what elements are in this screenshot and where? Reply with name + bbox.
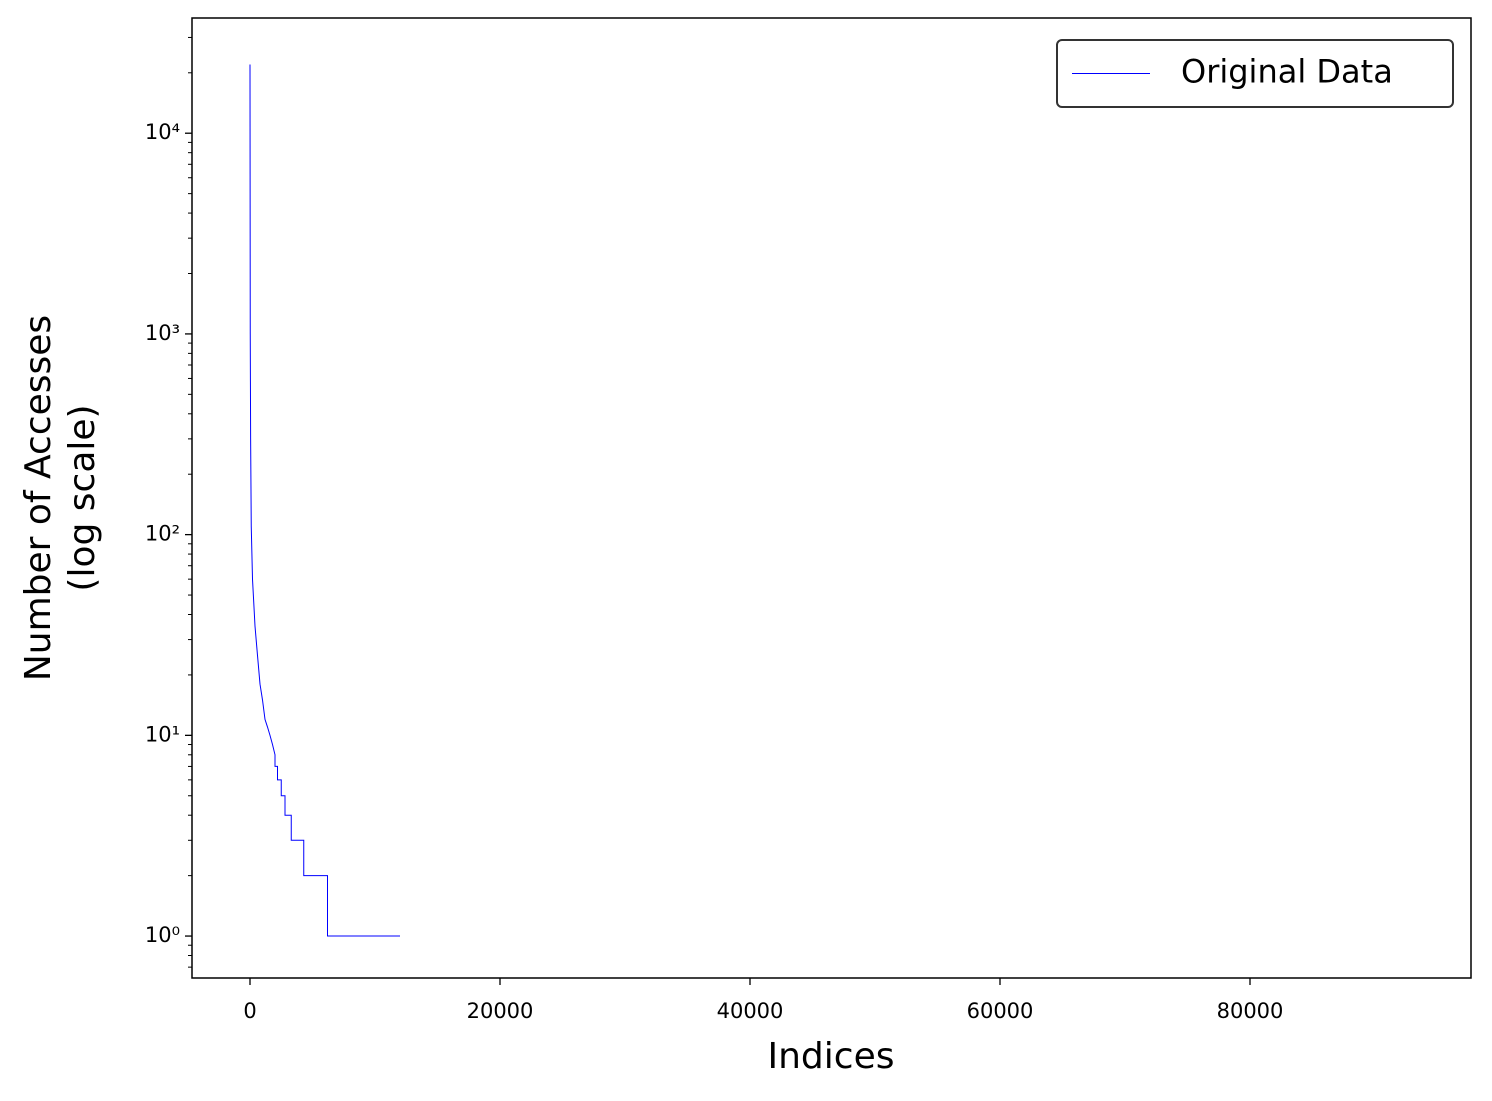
x-tick-label: 80000 [1217,999,1284,1023]
x-tick-label: 20000 [467,999,534,1023]
x-tick-label: 40000 [717,999,784,1023]
y-tick-label: 10¹ [145,722,180,746]
y-tick-label: 10⁴ [145,120,180,144]
plot-frame [191,17,1472,979]
x-axis-label: Indices [768,1036,895,1077]
x-tick-label: 0 [243,999,256,1023]
plot-area [249,64,400,937]
x-tick-label: 60000 [967,999,1034,1023]
y-axis-label: Number of Accesses [18,315,59,681]
y-axis-label: (log scale) [62,404,103,591]
legend-label: Original Data [1181,53,1393,91]
legend-box [1056,39,1454,108]
y-tick-label: 10³ [145,321,180,345]
y-tick-label: 10² [145,522,180,546]
data-line [249,64,400,937]
y-tick-label: 10⁰ [145,923,180,947]
